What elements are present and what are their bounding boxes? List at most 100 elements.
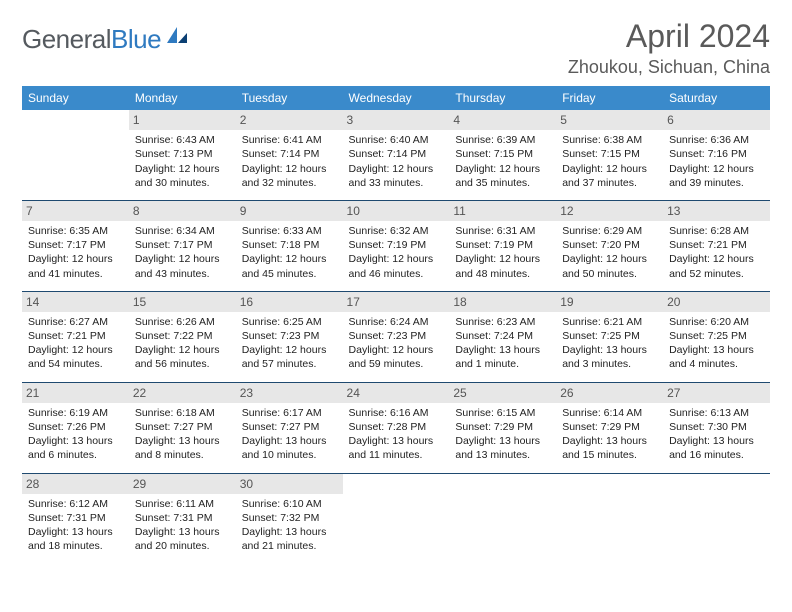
day-number: 3 [343,110,450,130]
sunrise-text: Sunrise: 6:29 AM [562,224,657,238]
sunrise-text: Sunrise: 6:35 AM [28,224,123,238]
day-number: 14 [22,292,129,312]
calendar-cell: . [343,473,450,563]
sunrise-text: Sunrise: 6:23 AM [455,315,550,329]
sunset-text: Sunset: 7:27 PM [242,420,337,434]
sunset-text: Sunset: 7:15 PM [455,147,550,161]
day-number: 27 [663,383,770,403]
location: Zhoukou, Sichuan, China [568,57,770,78]
calendar-table: Sunday Monday Tuesday Wednesday Thursday… [22,86,770,563]
sunrise-text: Sunrise: 6:39 AM [455,133,550,147]
daylight-text: and 15 minutes. [562,448,657,462]
header: GeneralBlue April 2024 Zhoukou, Sichuan,… [22,18,770,78]
calendar-cell: 1Sunrise: 6:43 AMSunset: 7:13 PMDaylight… [129,110,236,200]
sunset-text: Sunset: 7:20 PM [562,238,657,252]
daylight-text: and 43 minutes. [135,267,230,281]
sunset-text: Sunset: 7:24 PM [455,329,550,343]
sunset-text: Sunset: 7:29 PM [455,420,550,434]
sunrise-text: Sunrise: 6:13 AM [669,406,764,420]
sunrise-text: Sunrise: 6:14 AM [562,406,657,420]
sail-icon [165,25,189,50]
calendar-cell: . [556,473,663,563]
sunrise-text: Sunrise: 6:28 AM [669,224,764,238]
sunrise-text: Sunrise: 6:40 AM [349,133,444,147]
calendar-cell: 21Sunrise: 6:19 AMSunset: 7:26 PMDayligh… [22,382,129,473]
daylight-text: Daylight: 13 hours [242,434,337,448]
daylight-text: and 52 minutes. [669,267,764,281]
sunset-text: Sunset: 7:27 PM [135,420,230,434]
sunrise-text: Sunrise: 6:11 AM [135,497,230,511]
calendar-cell: 9Sunrise: 6:33 AMSunset: 7:18 PMDaylight… [236,200,343,291]
day-number: 20 [663,292,770,312]
calendar-cell: 19Sunrise: 6:21 AMSunset: 7:25 PMDayligh… [556,291,663,382]
daylight-text: and 4 minutes. [669,357,764,371]
daylight-text: Daylight: 12 hours [349,252,444,266]
sunrise-text: Sunrise: 6:20 AM [669,315,764,329]
sunrise-text: Sunrise: 6:18 AM [135,406,230,420]
day-number: 25 [449,383,556,403]
day-number: 7 [22,201,129,221]
day-number: 1 [129,110,236,130]
daylight-text: Daylight: 13 hours [669,343,764,357]
sunset-text: Sunset: 7:21 PM [28,329,123,343]
day-number: 9 [236,201,343,221]
sunset-text: Sunset: 7:13 PM [135,147,230,161]
sunset-text: Sunset: 7:23 PM [349,329,444,343]
calendar-cell: 30Sunrise: 6:10 AMSunset: 7:32 PMDayligh… [236,473,343,563]
calendar-cell: 14Sunrise: 6:27 AMSunset: 7:21 PMDayligh… [22,291,129,382]
daylight-text: Daylight: 12 hours [562,252,657,266]
sunrise-text: Sunrise: 6:19 AM [28,406,123,420]
calendar-cell: 16Sunrise: 6:25 AMSunset: 7:23 PMDayligh… [236,291,343,382]
daylight-text: Daylight: 13 hours [455,343,550,357]
sunset-text: Sunset: 7:17 PM [135,238,230,252]
day-number: 23 [236,383,343,403]
calendar-week: .1Sunrise: 6:43 AMSunset: 7:13 PMDayligh… [22,110,770,200]
day-number: 13 [663,201,770,221]
weekday-header: Monday [129,86,236,110]
calendar-cell: . [449,473,556,563]
calendar-cell: . [663,473,770,563]
daylight-text: and 20 minutes. [135,539,230,553]
sunset-text: Sunset: 7:25 PM [562,329,657,343]
weekday-header: Thursday [449,86,556,110]
sunset-text: Sunset: 7:26 PM [28,420,123,434]
daylight-text: and 45 minutes. [242,267,337,281]
day-number: 11 [449,201,556,221]
calendar-cell: 2Sunrise: 6:41 AMSunset: 7:14 PMDaylight… [236,110,343,200]
calendar-cell: 25Sunrise: 6:15 AMSunset: 7:29 PMDayligh… [449,382,556,473]
weekday-header: Saturday [663,86,770,110]
daylight-text: and 37 minutes. [562,176,657,190]
daylight-text: and 39 minutes. [669,176,764,190]
sunrise-text: Sunrise: 6:41 AM [242,133,337,147]
day-number: 15 [129,292,236,312]
sunrise-text: Sunrise: 6:25 AM [242,315,337,329]
daylight-text: Daylight: 13 hours [455,434,550,448]
daylight-text: and 59 minutes. [349,357,444,371]
sunrise-text: Sunrise: 6:12 AM [28,497,123,511]
daylight-text: Daylight: 12 hours [135,162,230,176]
day-number: 5 [556,110,663,130]
sunrise-text: Sunrise: 6:38 AM [562,133,657,147]
sunset-text: Sunset: 7:19 PM [455,238,550,252]
daylight-text: and 46 minutes. [349,267,444,281]
daylight-text: Daylight: 13 hours [28,434,123,448]
daylight-text: and 56 minutes. [135,357,230,371]
daylight-text: and 48 minutes. [455,267,550,281]
sunset-text: Sunset: 7:21 PM [669,238,764,252]
sunrise-text: Sunrise: 6:33 AM [242,224,337,238]
daylight-text: and 33 minutes. [349,176,444,190]
calendar-cell: . [22,110,129,200]
sunset-text: Sunset: 7:30 PM [669,420,764,434]
daylight-text: and 6 minutes. [28,448,123,462]
daylight-text: Daylight: 12 hours [135,343,230,357]
daylight-text: Daylight: 12 hours [669,162,764,176]
month-title: April 2024 [568,18,770,55]
sunrise-text: Sunrise: 6:16 AM [349,406,444,420]
sunset-text: Sunset: 7:23 PM [242,329,337,343]
sunset-text: Sunset: 7:29 PM [562,420,657,434]
day-number: 8 [129,201,236,221]
daylight-text: Daylight: 12 hours [349,343,444,357]
daylight-text: Daylight: 12 hours [455,252,550,266]
daylight-text: Daylight: 12 hours [28,252,123,266]
daylight-text: Daylight: 13 hours [562,343,657,357]
